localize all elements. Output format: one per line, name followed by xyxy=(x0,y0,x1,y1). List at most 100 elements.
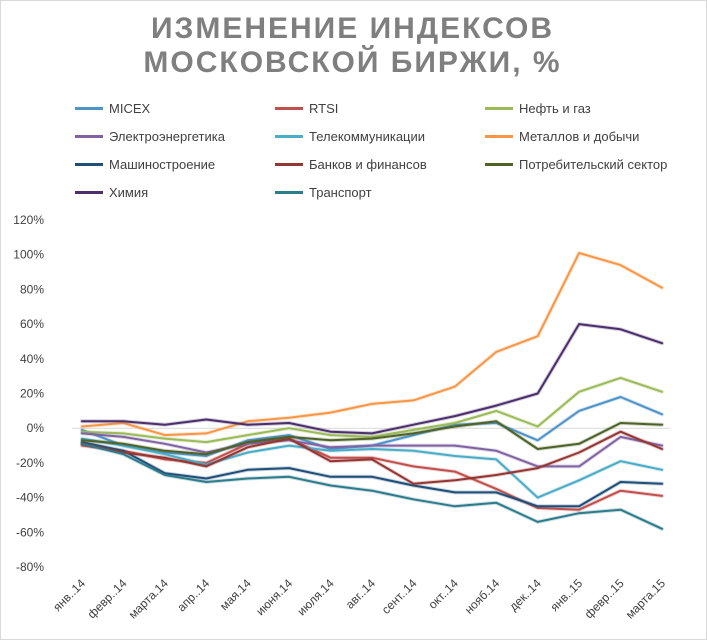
data-point xyxy=(661,413,663,416)
data-point xyxy=(578,505,580,508)
data-point xyxy=(205,432,208,435)
data-point xyxy=(454,415,456,417)
data-point xyxy=(661,286,663,289)
series-line-glow xyxy=(80,251,664,438)
data-point xyxy=(122,422,125,424)
series-3 xyxy=(80,375,664,445)
y-tick-label: 100% xyxy=(13,248,44,262)
legend-swatch xyxy=(75,162,103,166)
data-point xyxy=(578,323,580,325)
series-8 xyxy=(80,429,664,486)
data-point xyxy=(205,481,208,483)
x-tick-label: дек..14 xyxy=(506,576,544,614)
legend-label: Нефть и газ xyxy=(519,100,591,116)
y-tick-label: -20% xyxy=(16,456,44,470)
data-point xyxy=(412,444,415,447)
data-point xyxy=(246,434,249,436)
data-point xyxy=(205,451,208,454)
data-point xyxy=(205,453,208,456)
data-point xyxy=(81,432,83,435)
data-point xyxy=(205,462,208,464)
chart-title-line-2: МОСКОВСКОЙ БИРЖИ, % xyxy=(143,46,562,79)
legend-item: Потребительский сектор xyxy=(485,154,667,174)
legend-swatch xyxy=(275,190,303,194)
data-point xyxy=(122,432,125,435)
data-point xyxy=(536,505,539,508)
data-point xyxy=(619,489,622,492)
legend-item: Банков и финансов xyxy=(275,154,427,174)
data-point xyxy=(164,458,166,461)
data-point xyxy=(246,451,249,454)
x-tick-label: окт..14 xyxy=(425,576,461,612)
x-tick-label: мая.14 xyxy=(217,576,254,613)
legend-label: Потребительский сектор xyxy=(519,156,668,172)
data-point xyxy=(661,448,663,450)
data-point xyxy=(495,502,498,504)
series-4 xyxy=(80,431,664,469)
y-tick-label: -80% xyxy=(16,560,44,574)
y-tick-label: -40% xyxy=(16,491,44,505)
legend-item: MICEX xyxy=(75,98,150,118)
data-point xyxy=(371,444,373,447)
data-point xyxy=(81,443,83,445)
series-10 xyxy=(80,322,664,436)
x-tick-label: янв..15 xyxy=(547,576,585,614)
x-tick-label: февр..14 xyxy=(85,576,130,621)
data-point xyxy=(619,264,622,266)
data-point xyxy=(661,495,663,497)
data-point xyxy=(536,335,539,338)
data-point xyxy=(81,429,83,431)
data-point xyxy=(288,476,290,478)
legend-swatch xyxy=(275,162,303,166)
x-tick-label: июля.14 xyxy=(295,576,337,618)
legend-swatch xyxy=(275,106,303,110)
series-9 xyxy=(80,419,664,457)
legend-swatch xyxy=(275,134,303,138)
data-point xyxy=(578,479,580,482)
data-point xyxy=(329,446,332,449)
legend-label: Банков и финансов xyxy=(309,156,427,172)
data-point xyxy=(371,432,373,435)
data-point xyxy=(329,456,332,459)
legend-item: Электроэнергетика xyxy=(75,126,225,146)
data-point xyxy=(412,484,415,487)
legend-label: Электроэнергетика xyxy=(109,128,225,144)
data-point xyxy=(578,512,580,514)
data-point xyxy=(329,430,332,433)
data-point xyxy=(454,385,456,388)
legend-label: Машиностроение xyxy=(109,156,216,172)
data-point xyxy=(288,437,290,440)
data-point xyxy=(122,444,125,447)
data-point xyxy=(164,450,166,452)
x-tick-label: янв..14 xyxy=(50,576,88,614)
data-point xyxy=(495,420,498,423)
data-point xyxy=(661,482,663,485)
data-point xyxy=(536,448,539,450)
y-tick-label: 40% xyxy=(20,352,44,366)
legend-label: MICEX xyxy=(109,100,151,116)
data-point xyxy=(288,467,290,469)
data-point xyxy=(329,411,332,414)
data-point xyxy=(454,422,456,424)
data-point xyxy=(495,488,498,490)
data-point xyxy=(164,453,166,456)
y-tick-label: 80% xyxy=(20,282,44,296)
data-point xyxy=(412,423,415,426)
y-tick-label: -60% xyxy=(16,525,44,539)
series-line xyxy=(81,323,663,435)
data-point xyxy=(536,439,539,442)
series-5 xyxy=(80,436,664,500)
data-point xyxy=(371,403,373,405)
data-point xyxy=(329,476,332,478)
legend-item: Химия xyxy=(75,182,148,202)
data-point xyxy=(246,477,249,480)
data-point xyxy=(81,437,83,440)
data-point xyxy=(495,351,498,353)
legend-swatch xyxy=(75,106,103,110)
data-point xyxy=(495,491,498,494)
data-point xyxy=(246,469,249,471)
data-point xyxy=(288,427,290,430)
data-point xyxy=(329,450,332,452)
x-tick-label: нояб.14 xyxy=(462,576,503,617)
